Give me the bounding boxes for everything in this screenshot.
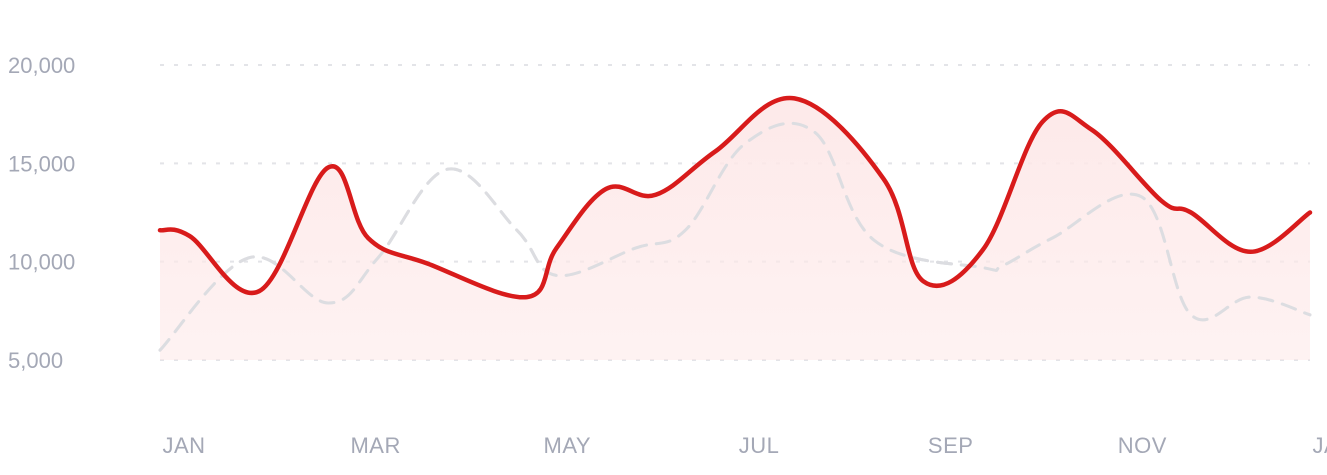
x-tick-label: JUL — [739, 433, 780, 458]
y-tick-label: 15,000 — [8, 151, 75, 176]
y-tick-label: 10,000 — [8, 250, 75, 275]
series-area-fill — [160, 97, 1310, 360]
y-tick-label: 5,000 — [8, 348, 63, 373]
x-axis-tick-labels: JAN MAR MAY JUL SEP NOV JAN — [162, 433, 1327, 458]
series-line-primary — [157, 95, 1313, 300]
x-tick-label: NOV — [1118, 433, 1167, 458]
x-tick-label: JAN — [1312, 433, 1327, 458]
series-line-comparison-overlay — [158, 121, 1312, 352]
x-tick-label: SEP — [928, 433, 974, 458]
x-tick-label: JAN — [162, 433, 205, 458]
x-tick-label: MAR — [350, 433, 400, 458]
y-tick-label: 20,000 — [8, 53, 75, 78]
series-layer — [157, 95, 1313, 360]
x-tick-label: MAY — [544, 433, 592, 458]
y-axis-tick-labels: 5,000 10,000 15,000 20,000 — [8, 53, 75, 373]
